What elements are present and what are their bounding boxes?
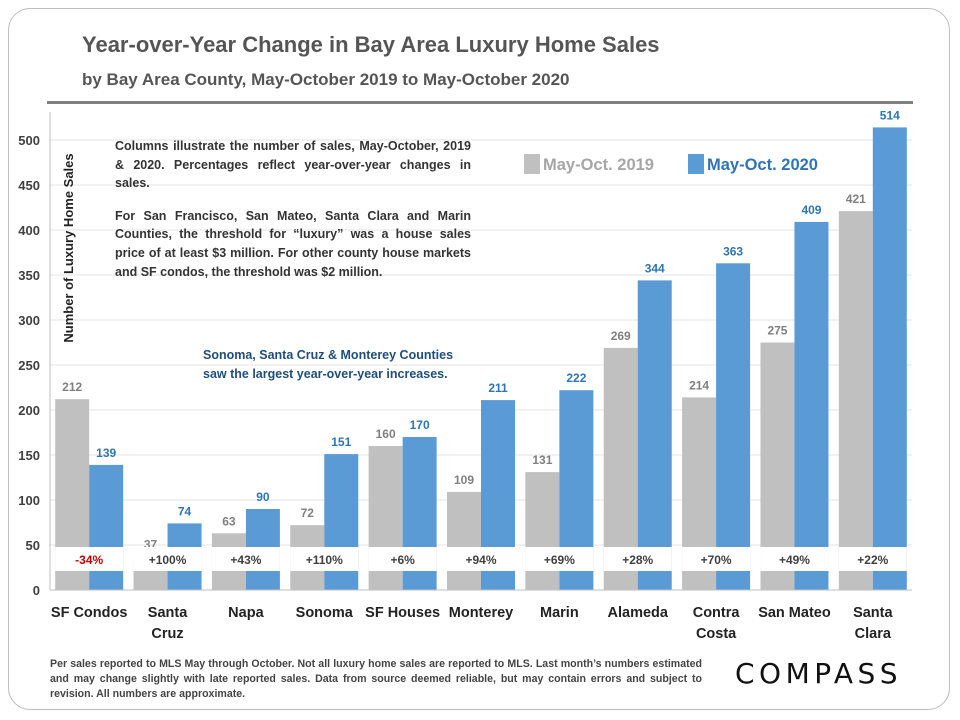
y-tick-label: 0 — [33, 583, 40, 598]
bar-2019 — [838, 211, 873, 590]
data-label-2019: 421 — [846, 192, 866, 206]
x-category-label: San Mateo — [758, 605, 831, 621]
chart-subtitle: by Bay Area County, May-October 2019 to … — [82, 70, 570, 89]
y-tick-label: 50 — [26, 538, 40, 553]
data-label-2020: 363 — [723, 244, 743, 258]
yoy-change-box — [682, 547, 751, 571]
x-category-label: Sonoma — [296, 605, 354, 621]
compass-logo: COMPASS — [735, 657, 903, 690]
x-category-label: Cruz — [151, 626, 183, 642]
legend-label-2019: May-Oct. 2019 — [543, 156, 654, 174]
x-category-label: Santa — [148, 605, 188, 621]
y-tick-label: 100 — [18, 493, 40, 508]
yoy-change-label: +110% — [306, 553, 343, 567]
explanatory-note: Columns illustrate the number of sales, … — [115, 137, 471, 295]
data-label-2019: 214 — [689, 378, 709, 392]
x-category-label: Alameda — [608, 605, 669, 621]
legend-swatch-2019 — [524, 154, 540, 174]
yoy-change-label: +28% — [622, 553, 653, 567]
y-tick-label: 150 — [18, 448, 40, 463]
yoy-change-box — [290, 547, 359, 571]
yoy-change-box — [838, 547, 907, 571]
x-category-label: Costa — [696, 626, 737, 642]
y-tick-label: 350 — [18, 268, 40, 283]
chart-title: Year-over-Year Change in Bay Area Luxury… — [82, 32, 660, 57]
yoy-change-box — [760, 547, 829, 571]
data-label-2019: 275 — [767, 324, 787, 338]
legend-label-2020: May-Oct. 2020 — [707, 156, 818, 174]
y-tick-label: 400 — [18, 223, 40, 238]
yoy-change-box — [525, 547, 594, 571]
y-tick-label: 500 — [18, 133, 40, 148]
y-axis-title: Number of Luxury Home Sales — [61, 153, 76, 342]
yoy-change-label: +43% — [230, 553, 261, 567]
yoy-change-label: -34% — [75, 553, 103, 567]
yoy-change-box — [211, 547, 280, 571]
x-category-label: Monterey — [449, 605, 513, 621]
bar-2019 — [447, 491, 481, 590]
bar-2020 — [716, 263, 751, 590]
data-label-2019: 131 — [532, 453, 552, 467]
data-label-2019: 109 — [454, 473, 474, 487]
data-label-2020: 211 — [488, 381, 508, 395]
bar-2020 — [872, 127, 907, 591]
title-divider — [47, 101, 913, 104]
x-category-label: Napa — [228, 605, 264, 621]
note-paragraph: Columns illustrate the number of sales, … — [115, 139, 471, 191]
note-paragraph: For San Francisco, San Mateo, Santa Clar… — [115, 208, 471, 279]
y-tick-label: 450 — [18, 178, 40, 193]
yoy-change-label: +94% — [465, 553, 496, 567]
bar-2020 — [794, 221, 829, 590]
yoy-change-label: +49% — [779, 553, 810, 567]
data-label-2020: 74 — [178, 504, 192, 518]
data-label-2020: 514 — [880, 108, 900, 122]
yoy-change-box — [55, 547, 124, 571]
data-label-2020: 139 — [96, 446, 116, 460]
yoy-change-box — [368, 547, 437, 571]
data-label-2019: 212 — [62, 380, 82, 394]
data-label-2020: 222 — [566, 371, 586, 385]
yoy-change-box — [133, 547, 202, 571]
x-category-label: Clara — [855, 626, 892, 642]
yoy-change-label: +69% — [544, 553, 575, 567]
highlight-line: saw the largest year-over-year increases… — [203, 366, 448, 381]
data-label-2020: 151 — [331, 435, 351, 449]
yoy-change-box — [603, 547, 672, 571]
yoy-change-label: +6% — [390, 553, 415, 567]
y-tick-label: 250 — [18, 358, 40, 373]
highlight-callout: Sonoma, Santa Cruz & Monterey Counties s… — [203, 346, 453, 383]
yoy-change-label: +22% — [857, 553, 888, 567]
x-category-label: Marin — [540, 605, 579, 621]
yoy-change-box — [447, 547, 515, 571]
yoy-change-label: +100% — [149, 553, 187, 567]
x-category-label: SF Condos — [51, 605, 128, 621]
x-category-label: Contra — [693, 605, 741, 621]
footer-disclaimer: Per sales reported to MLS May through Oc… — [50, 658, 702, 701]
data-label-2020: 344 — [645, 261, 665, 275]
data-label-2020: 409 — [801, 203, 821, 217]
legend-swatch-2020 — [688, 154, 704, 174]
data-label-2019: 269 — [611, 329, 631, 343]
x-category-label: Santa — [853, 605, 893, 621]
data-label-2019: 160 — [376, 427, 396, 441]
x-category-label: SF Houses — [365, 605, 440, 621]
data-label-2019: 72 — [301, 506, 315, 520]
bar-2020 — [89, 464, 124, 590]
y-tick-label: 300 — [18, 313, 40, 328]
bar-2020 — [637, 280, 672, 590]
y-tick-label: 200 — [18, 403, 40, 418]
highlight-line: Sonoma, Santa Cruz & Monterey Counties — [203, 348, 454, 362]
yoy-change-label: +70% — [701, 553, 732, 567]
bar-2019 — [525, 472, 560, 590]
data-label-2019: 63 — [222, 514, 236, 528]
data-label-2020: 170 — [410, 418, 430, 432]
data-label-2020: 90 — [256, 490, 270, 504]
